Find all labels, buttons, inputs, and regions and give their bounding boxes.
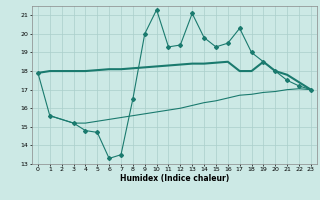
X-axis label: Humidex (Indice chaleur): Humidex (Indice chaleur) xyxy=(120,174,229,183)
